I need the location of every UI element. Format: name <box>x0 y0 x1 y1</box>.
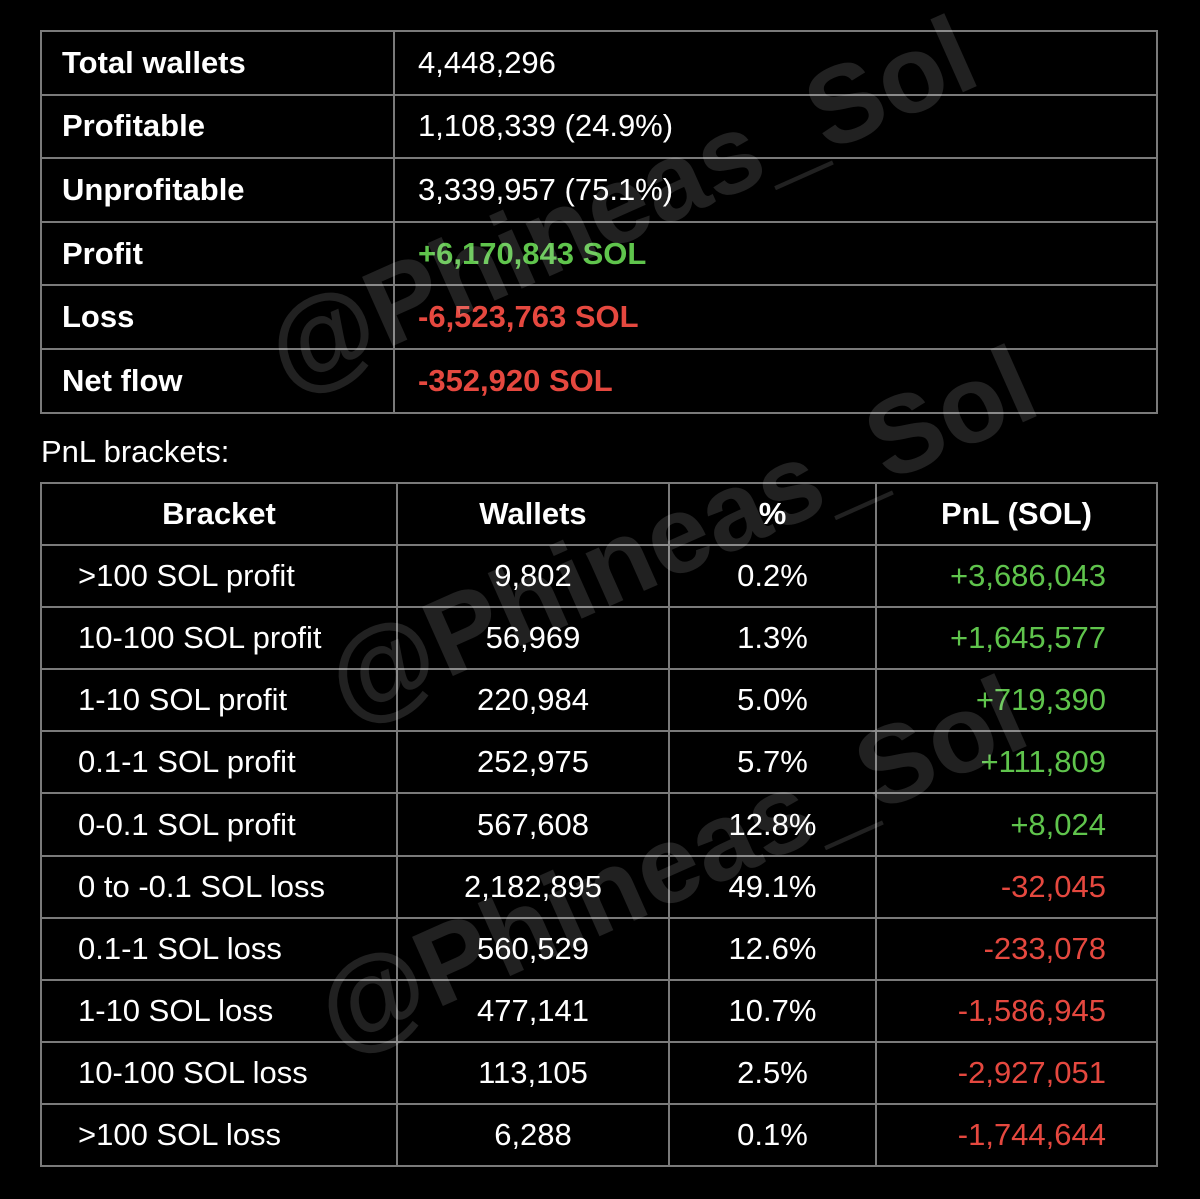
summary-row: Total wallets 4,448,296 <box>40 30 1158 96</box>
percent: 2.5% <box>668 1040 877 1105</box>
summary-value: -352,920 SOL <box>393 347 1158 414</box>
bracket-row: 0 to -0.1 SOL loss 2,182,895 49.1% -32,045 <box>40 854 1158 919</box>
summary-table: Total wallets 4,448,296 Profitable 1,108,33… <box>40 30 1158 414</box>
bracket-name: 10-100 SOL loss <box>40 1040 398 1105</box>
wallets: 56,969 <box>396 606 670 671</box>
wallets: 2,182,895 <box>396 854 670 919</box>
pnl: +111,809 <box>875 730 1158 795</box>
bracket-name: 10-100 SOL profit <box>40 606 398 671</box>
wallets: 6,288 <box>396 1102 670 1168</box>
wallets: 220,984 <box>396 668 670 733</box>
summary-label: Net flow <box>40 347 395 414</box>
pnl: -1,744,644 <box>875 1102 1158 1168</box>
bracket-name: >100 SOL profit <box>40 544 398 609</box>
percent: 5.0% <box>668 668 877 733</box>
header-row: Bracket Wallets% PnL (SOL) <box>40 481 1158 547</box>
bracket-row: 10-100 SOL profit 56,969 1.3% +1,645,577 <box>40 606 1158 671</box>
section-title: PnL brackets: <box>41 434 230 469</box>
bracket-name: 0-0.1 SOL profit <box>40 792 398 857</box>
pnl: -32,045 <box>875 854 1158 919</box>
percent: 5.7% <box>668 730 877 795</box>
bracket-name: 1-10 SOL loss <box>40 978 398 1043</box>
column-header: % <box>668 481 877 547</box>
summary-label: Loss <box>40 284 395 350</box>
bracket-row: 1-10 SOL loss 477,141 10.7% -1,586,945 <box>40 978 1158 1043</box>
summary-label: Unprofitable <box>40 157 395 223</box>
pnl: +1,645,577 <box>875 606 1158 671</box>
percent: 12.8% <box>668 792 877 857</box>
bracket-name: >100 SOL loss <box>40 1102 398 1168</box>
bracket-name: 0.1-1 SOL loss <box>40 916 398 981</box>
summary-row: Net flow -352,920 SOL <box>40 347 1158 414</box>
percent: 0.2% <box>668 544 877 609</box>
wallets: 567,608 <box>396 792 670 857</box>
bracket-row: 0-0.1 SOL profit 567,608 12.8% +8,024 <box>40 792 1158 857</box>
wallets: 9,802 <box>396 544 670 609</box>
summary-row: Loss -6,523,763 SOL <box>40 284 1158 350</box>
pnl: -2,927,051 <box>875 1040 1158 1105</box>
bracket-row: 10-100 SOL loss 113,105 2.5% -2,927,051 <box>40 1040 1158 1105</box>
brackets-table: Bracket Wallets% PnL (SOL) >100 SOL profit 9… <box>40 481 1158 1168</box>
summary-value: 1,108,339 (24.9%) <box>393 93 1158 160</box>
summary-label: Total wallets <box>40 30 395 96</box>
percent: 0.1% <box>668 1102 877 1168</box>
percent: 49.1% <box>668 854 877 919</box>
pnl: -233,078 <box>875 916 1158 981</box>
summary-value: +6,170,843 SOL <box>393 220 1158 287</box>
wallets: 560,529 <box>396 916 670 981</box>
wallets: 477,141 <box>396 978 670 1043</box>
bracket-row: >100 SOL loss 6,288 0.1% -1,744,644 <box>40 1102 1158 1168</box>
pnl: +8,024 <box>875 792 1158 857</box>
wallets: 252,975 <box>396 730 670 795</box>
summary-label: Profitable <box>40 93 395 160</box>
bracket-row: >100 SOL profit 9,802 0.2% +3,686,043 <box>40 544 1158 609</box>
bracket-row: 0.1-1 SOL loss 560,529 12.6% -233,078 <box>40 916 1158 981</box>
bracket-row: 1-10 SOL profit 220,984 5.0% +719,390 <box>40 668 1158 733</box>
summary-row: Profitable 1,108,339 (24.9%) <box>40 93 1158 160</box>
summary-value: -6,523,763 SOL <box>393 284 1158 350</box>
summary-row: Unprofitable 3,339,957 (75.1%) <box>40 157 1158 223</box>
bracket-name: 0 to -0.1 SOL loss <box>40 854 398 919</box>
percent: 12.6% <box>668 916 877 981</box>
bracket-name: 1-10 SOL profit <box>40 668 398 733</box>
pnl: +3,686,043 <box>875 544 1158 609</box>
summary-label: Profit <box>40 220 395 287</box>
bracket-row: 0.1-1 SOL profit 252,975 5.7% +111,809 <box>40 730 1158 795</box>
summary-row: Profit +6,170,843 SOL <box>40 220 1158 287</box>
column-header: Wallets <box>396 481 670 547</box>
column-header: PnL (SOL) <box>875 481 1158 547</box>
summary-value: 3,339,957 (75.1%) <box>393 157 1158 223</box>
bracket-name: 0.1-1 SOL profit <box>40 730 398 795</box>
wallets: 113,105 <box>396 1040 670 1105</box>
summary-value: 4,448,296 <box>393 30 1158 96</box>
column-header: Bracket <box>40 481 398 547</box>
percent: 1.3% <box>668 606 877 671</box>
pnl: +719,390 <box>875 668 1158 733</box>
pnl: -1,586,945 <box>875 978 1158 1043</box>
percent: 10.7% <box>668 978 877 1043</box>
